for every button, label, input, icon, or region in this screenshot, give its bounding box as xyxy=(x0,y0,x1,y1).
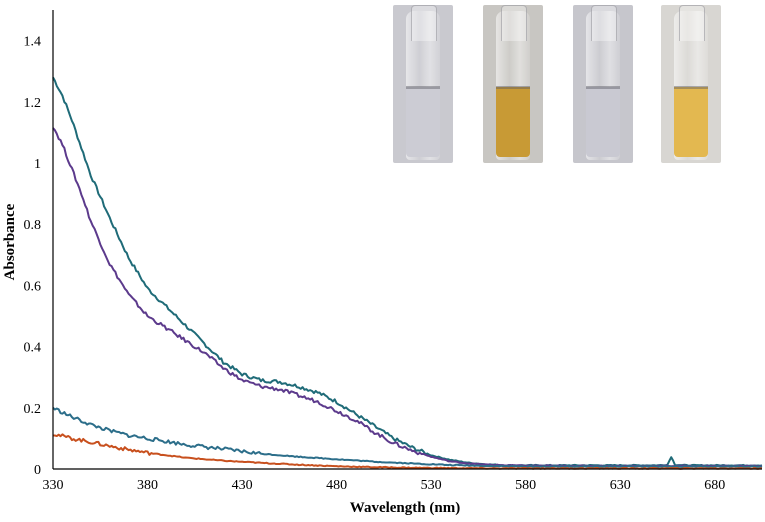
x-tick-label: 530 xyxy=(421,478,442,493)
y-tick-label: 0.4 xyxy=(24,341,42,356)
vial-neck xyxy=(411,5,437,41)
vial-photo-4 xyxy=(661,5,721,163)
vial-liquid xyxy=(496,87,530,157)
y-tick-label: 1.2 xyxy=(24,96,42,111)
y-tick-label: 0.8 xyxy=(24,218,42,233)
vial-neck xyxy=(591,5,617,41)
x-tick-label: 680 xyxy=(704,478,725,493)
series-line-4 xyxy=(52,433,763,470)
y-tick-label: 1 xyxy=(34,157,41,172)
axes xyxy=(52,10,762,470)
vial-meniscus xyxy=(406,85,440,89)
vial-meniscus xyxy=(586,85,620,89)
vial-liquid xyxy=(586,87,620,157)
series-line-2 xyxy=(52,127,763,468)
vial-photo-1 xyxy=(393,5,453,163)
x-tick-labels: 330 380 430 480 530 580 630 680 xyxy=(43,478,726,493)
x-tick-label: 330 xyxy=(43,478,64,493)
vial-photo-3 xyxy=(573,5,633,163)
y-tick-label: 0 xyxy=(34,463,41,478)
vial-meniscus xyxy=(496,85,530,89)
x-tick-label: 480 xyxy=(326,478,347,493)
y-tick-label: 1.4 xyxy=(24,35,42,50)
y-axis-title: Absorbance xyxy=(2,203,18,280)
y-tick-labels: 0 0.2 0.4 0.6 0.8 1 1.2 1.4 xyxy=(24,35,42,478)
series-lines xyxy=(52,76,763,470)
vial-meniscus xyxy=(674,85,708,89)
x-tick-label: 630 xyxy=(610,478,631,493)
vial-liquid xyxy=(674,87,708,157)
vial-photo-2 xyxy=(483,5,543,163)
vial-neck xyxy=(501,5,527,41)
vial-liquid xyxy=(406,87,440,157)
vial-neck xyxy=(679,5,705,41)
y-tick-label: 0.2 xyxy=(24,402,42,417)
series-line-3 xyxy=(52,406,763,468)
x-tick-label: 380 xyxy=(137,478,158,493)
x-axis-title: Wavelength (nm) xyxy=(350,500,460,516)
y-tick-label: 0.6 xyxy=(24,279,42,294)
x-tick-label: 580 xyxy=(515,478,536,493)
x-tick-label: 430 xyxy=(232,478,253,493)
